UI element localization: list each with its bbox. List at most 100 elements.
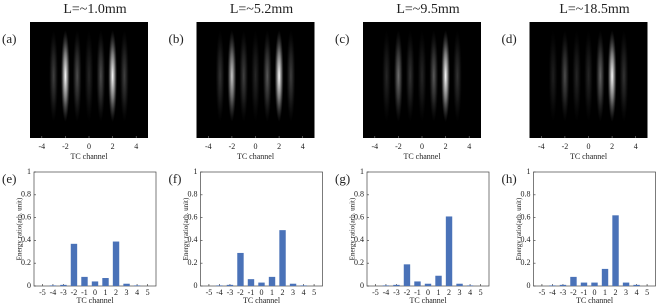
intensity-streak (405, 30, 415, 122)
bar (91, 281, 99, 286)
x-tick-label: -1 (248, 288, 255, 297)
bar (289, 283, 297, 286)
bar (112, 241, 120, 286)
bar (559, 284, 567, 286)
intensity-streak (49, 30, 59, 122)
x-tick-label: 4 (135, 288, 139, 297)
x-tick-label: 2 (277, 142, 281, 151)
y-tick-label: 0 (360, 281, 364, 290)
bar (81, 276, 88, 286)
intensity-streak (108, 30, 118, 122)
x-tick-label: 1 (270, 288, 274, 297)
y-tick-label: 0.4 (354, 235, 364, 244)
intensity-streak (548, 30, 558, 122)
x-tick-label: -3 (560, 288, 567, 297)
panel-title: L=~9.5mm (396, 2, 459, 17)
intensity-streak (572, 30, 582, 122)
intensity-streak (96, 30, 106, 122)
y-tick-label: 0.2 (354, 258, 364, 267)
bar (601, 268, 609, 286)
panel-title: L=~1.0mm (63, 2, 126, 17)
x-tick-label: 0 (87, 142, 91, 151)
x-tick-label: -1 (81, 288, 88, 297)
x-axis-label: TC channel (576, 296, 614, 305)
x-tick-label: 0 (93, 288, 97, 297)
panel-label: (c) (335, 31, 349, 46)
y-tick-label: 1 (527, 167, 531, 176)
y-tick-label: 0.4 (521, 235, 531, 244)
bar (580, 282, 588, 286)
plot-frame (366, 171, 490, 287)
intensity-streak (262, 30, 272, 122)
bar (456, 283, 463, 286)
x-tick-label: 3 (291, 288, 295, 297)
x-tick-label: 3 (458, 288, 462, 297)
panel-label: (b) (169, 31, 184, 46)
panel-label: (e) (2, 171, 16, 186)
panel-label: (f) (169, 171, 182, 186)
x-tick-label: -4 (383, 288, 390, 297)
x-tick-label: -2 (404, 288, 411, 297)
y-tick-label: 0.8 (21, 190, 31, 199)
x-axis-label: TC channel (76, 296, 114, 305)
y-axis-label: Energy ratio(arb. unit) (515, 197, 523, 260)
intensity-streak (251, 30, 260, 122)
x-tick-label: 0 (254, 142, 258, 151)
panel-label: (a) (2, 31, 16, 46)
x-tick-label: 4 (467, 142, 471, 151)
bar (60, 284, 67, 286)
x-tick-label: -5 (39, 288, 46, 297)
bar (570, 276, 577, 286)
bar (403, 264, 411, 286)
intensity-streak (239, 30, 249, 122)
x-tick-label: -2 (62, 142, 69, 151)
panel-title: L=~18.5mm (559, 2, 629, 17)
y-tick-label: 0.4 (188, 235, 198, 244)
x-tick-label: 4 (301, 142, 305, 151)
intensity-streak (72, 30, 82, 122)
x-tick-label: 4 (302, 288, 306, 297)
intensity-streak (441, 30, 451, 122)
intensity-streak (595, 30, 605, 122)
y-tick-label: 1 (360, 167, 364, 176)
intensity-streak (584, 30, 593, 122)
intensity-streak (227, 30, 237, 122)
x-tick-label: -4 (549, 288, 556, 297)
y-tick-label: 0.4 (21, 235, 31, 244)
bar (622, 282, 630, 286)
bar (226, 284, 234, 286)
x-tick-label: 1 (603, 288, 607, 297)
bar (123, 283, 130, 286)
intensity-streak (429, 30, 439, 122)
x-axis-label: TC channel (403, 152, 441, 161)
bar (49, 285, 57, 286)
x-tick-label: -1 (414, 288, 421, 297)
x-tick-label: 4 (634, 142, 638, 151)
x-tick-label: -2 (229, 142, 236, 151)
x-axis-label: TC channel (570, 152, 608, 161)
bar (393, 284, 400, 286)
x-tick-label: -2 (570, 288, 577, 297)
x-axis-label: TC channel (243, 296, 281, 305)
x-tick-label: -4 (371, 142, 378, 151)
x-tick-label: 4 (134, 142, 138, 151)
intensity-streak (60, 30, 70, 122)
y-tick-label: 0.6 (521, 212, 531, 221)
bar (237, 252, 244, 286)
bar (102, 278, 109, 286)
y-axis-label: Energy ratio(arb. unit) (16, 197, 24, 260)
intensity-streak (382, 30, 392, 122)
y-tick-label: 1 (194, 167, 198, 176)
bar (247, 279, 255, 286)
bar (549, 285, 556, 286)
panel-label: (g) (335, 171, 350, 186)
y-tick-label: 1 (27, 167, 31, 176)
x-tick-label: -5 (206, 288, 213, 297)
x-axis-label: TC channel (70, 152, 108, 161)
intensity-streak (607, 30, 617, 122)
intensity-streak (84, 30, 94, 122)
x-tick-label: -2 (237, 288, 244, 297)
x-tick-label: -2 (71, 288, 78, 297)
